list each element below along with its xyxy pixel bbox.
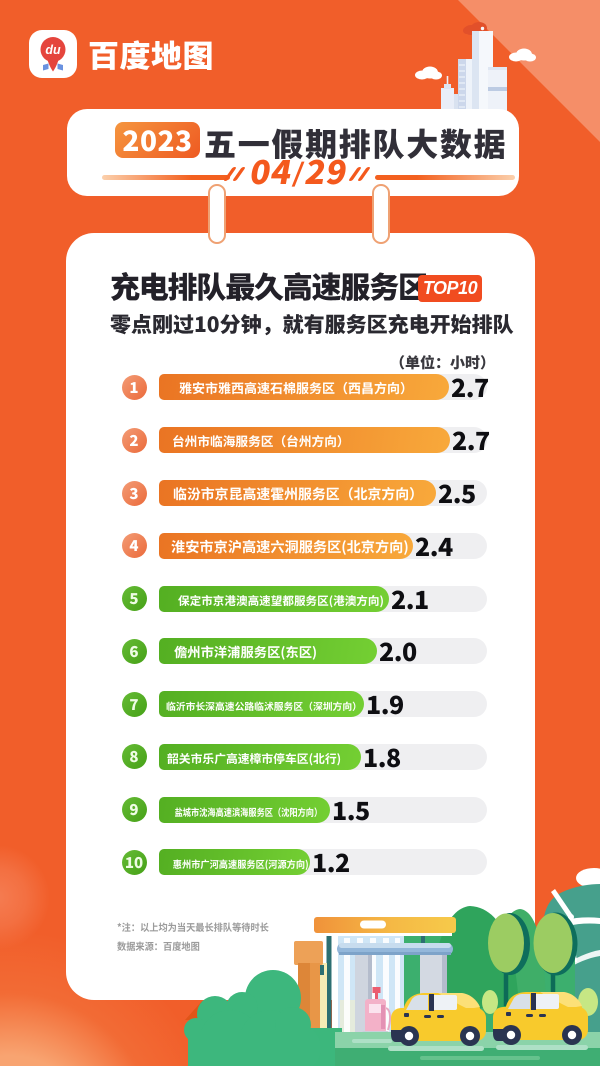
svg-text:du: du <box>45 43 61 57</box>
